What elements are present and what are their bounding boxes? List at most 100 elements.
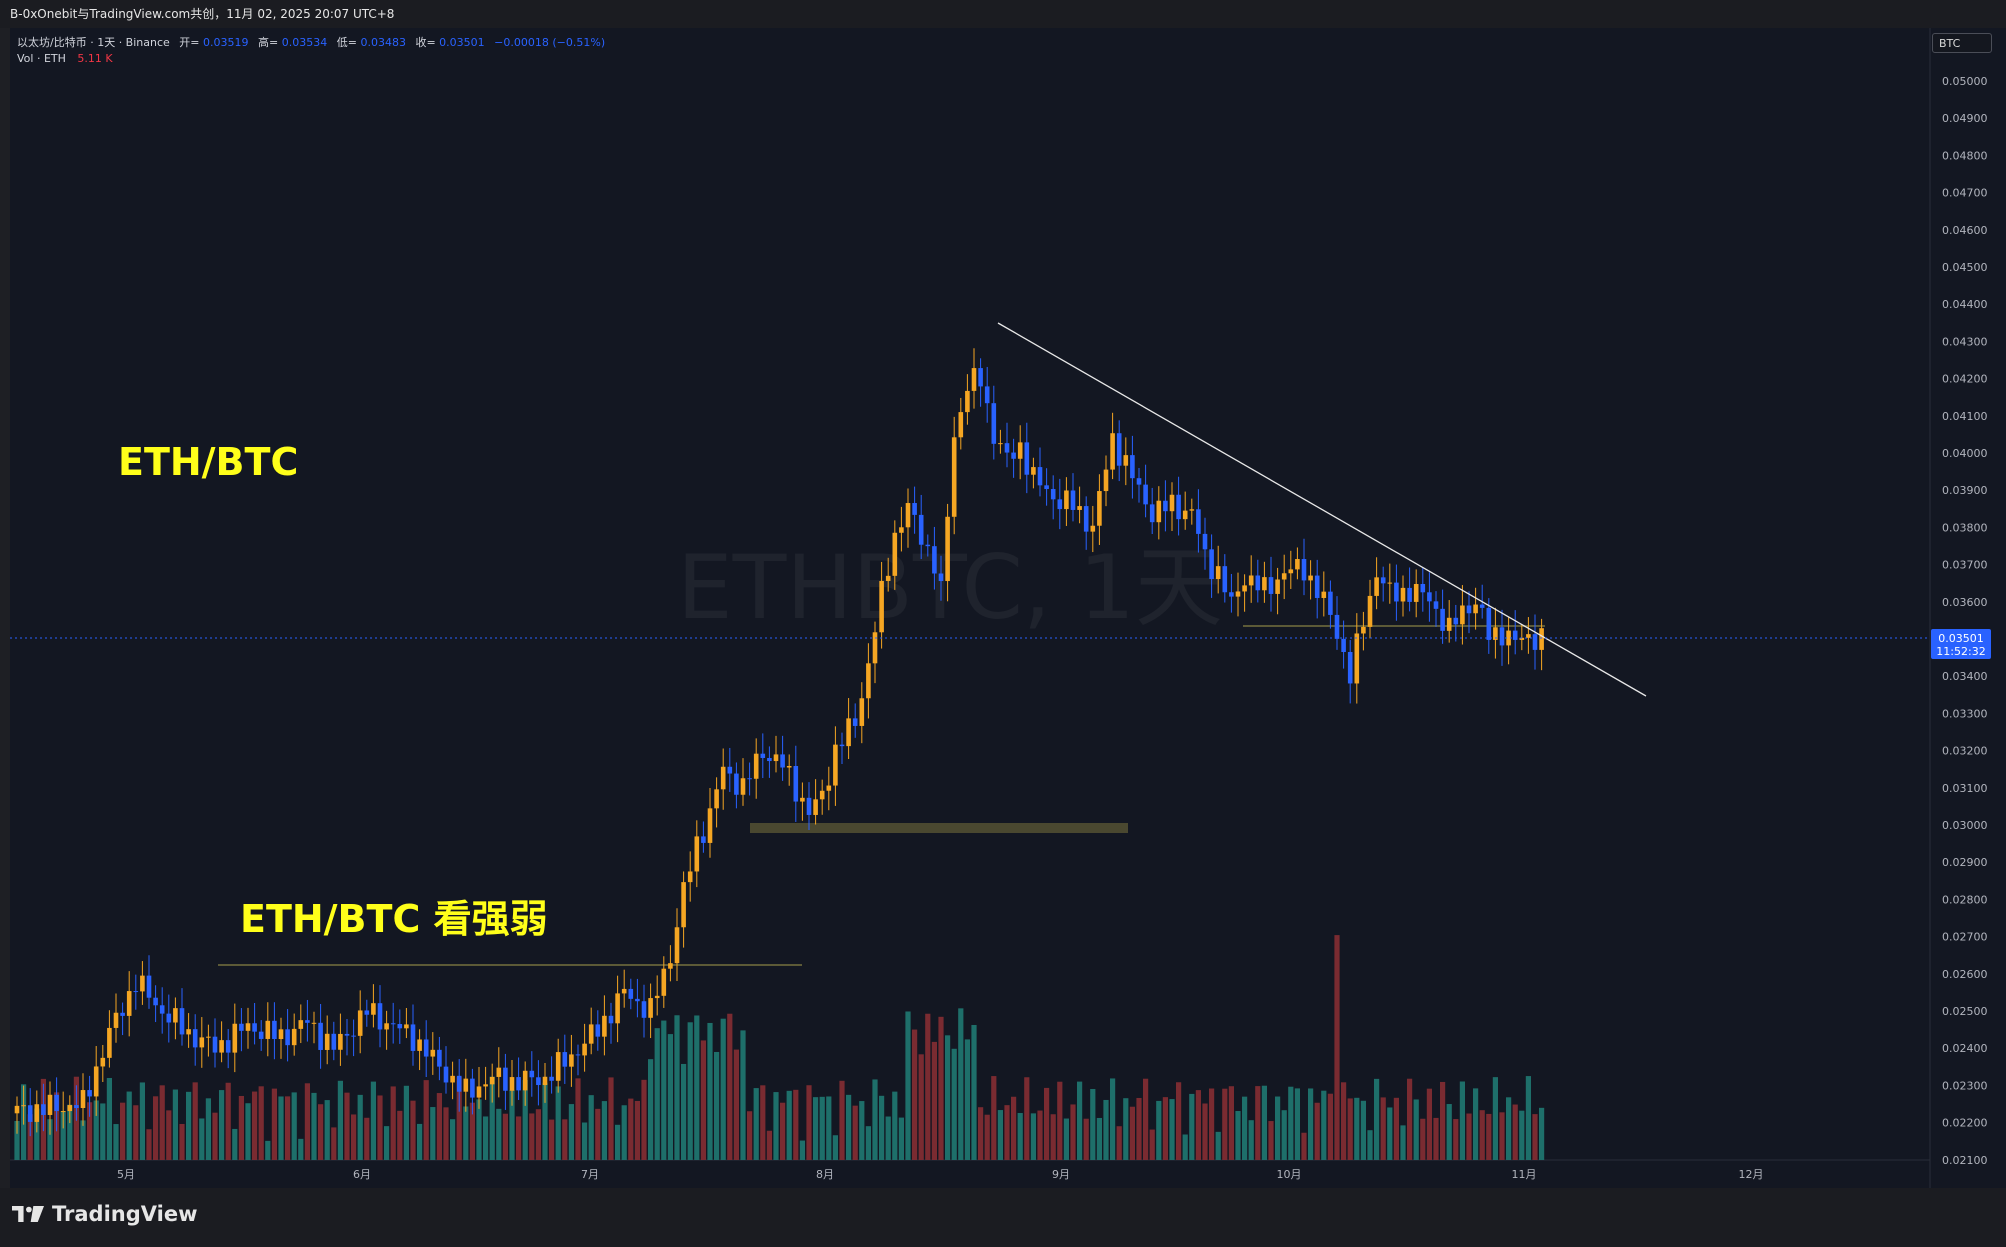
candle-body	[516, 1077, 521, 1091]
y-tick-label: 0.05000	[1942, 75, 1988, 88]
candle-body	[476, 1086, 482, 1098]
volume-bar	[1281, 1110, 1287, 1160]
candle-body	[1169, 494, 1175, 512]
candle-body	[918, 514, 924, 545]
volume-bar	[575, 1078, 581, 1160]
volume-bar	[516, 1116, 522, 1160]
candle-body	[635, 998, 640, 1002]
candle-body	[245, 1023, 251, 1031]
volume-bar	[1539, 1107, 1545, 1160]
volume-bar	[1123, 1098, 1129, 1160]
candle-body	[285, 1029, 290, 1046]
volume-bar	[80, 1120, 86, 1160]
volume-bar	[304, 1083, 310, 1160]
volume-bar	[1506, 1097, 1512, 1160]
volume-bar	[1189, 1093, 1195, 1160]
currency-badge[interactable]: BTC	[1932, 33, 1992, 53]
price-axis[interactable]	[1930, 28, 2006, 1188]
volume-bar	[1532, 1114, 1538, 1160]
candle-body	[1077, 506, 1082, 510]
candle-body	[331, 1033, 337, 1050]
volume-bar	[1222, 1088, 1228, 1160]
candle-body	[819, 790, 825, 800]
candle-body	[885, 575, 891, 581]
tradingview-logo[interactable]: TradingView	[12, 1202, 197, 1226]
candle-body	[1526, 634, 1531, 638]
candle-body	[318, 1022, 323, 1050]
volume-bar	[951, 1048, 957, 1160]
candle-body	[14, 1105, 20, 1114]
candle-body	[357, 1010, 363, 1036]
volume-bar	[463, 1106, 469, 1160]
volume-bar	[522, 1080, 528, 1160]
volume-bar	[423, 1080, 429, 1160]
volume-bar	[733, 1049, 739, 1160]
volume-bar	[1387, 1107, 1393, 1160]
volume-bar	[865, 1126, 871, 1160]
volume-bar	[1512, 1104, 1518, 1160]
candle-body	[747, 778, 752, 780]
y-tick-label: 0.02900	[1942, 856, 1988, 869]
volume-bar	[793, 1089, 799, 1160]
volume-bar	[997, 1110, 1003, 1160]
volume-bar	[278, 1096, 284, 1160]
volume-bar	[410, 1100, 416, 1160]
volume-bar	[483, 1116, 489, 1160]
candle-body	[1222, 566, 1228, 593]
candle-body	[661, 968, 667, 996]
volume-bar	[549, 1119, 555, 1160]
candle-body	[984, 386, 990, 404]
volume-bar	[265, 1140, 271, 1160]
volume-bar	[938, 1016, 944, 1160]
volume-bar	[1466, 1113, 1472, 1160]
volume-bar	[1334, 935, 1340, 1160]
volume-bar	[324, 1100, 330, 1160]
candle-body	[806, 797, 812, 815]
volume-bar	[489, 1076, 495, 1160]
volume-bar	[1110, 1078, 1116, 1160]
candle-body	[1143, 484, 1148, 505]
volume-bar	[1261, 1085, 1267, 1160]
price-chart[interactable]: ETHBTC, 1天 0.050000.049000.048000.047000…	[0, 0, 2006, 1188]
candle-body	[905, 503, 911, 528]
candle-body	[1532, 634, 1538, 650]
x-tick-labels: 5月 6月 7月 8月 9月 10月 11月 12月	[117, 1168, 1764, 1181]
candle-body	[186, 1029, 191, 1035]
candle-body	[87, 1090, 92, 1097]
volume-bar	[509, 1089, 515, 1160]
candle-body	[1189, 509, 1195, 511]
volume-bar	[1096, 1117, 1102, 1160]
volume-bar	[219, 1090, 225, 1160]
candle-body	[199, 1037, 205, 1048]
volume-bar	[146, 1129, 152, 1160]
volume-bar	[1077, 1081, 1083, 1160]
volume-bar	[971, 1024, 977, 1160]
support-zone	[750, 823, 1128, 833]
candle-body	[410, 1024, 416, 1051]
candle-body	[720, 766, 726, 790]
volume-bar	[1129, 1106, 1135, 1160]
descending-trendline[interactable]	[997, 322, 1647, 697]
volume-bar	[819, 1096, 825, 1160]
volume-bar	[964, 1039, 970, 1160]
time-axis[interactable]	[10, 1160, 1930, 1188]
candle-body	[1255, 575, 1261, 591]
candle-body	[800, 797, 805, 802]
candle-body	[615, 993, 620, 1024]
candle-body	[113, 1012, 119, 1028]
volume-bar	[628, 1098, 634, 1160]
volume-bar	[568, 1104, 574, 1160]
candle-body	[311, 1022, 317, 1024]
volume-bar	[1209, 1088, 1215, 1160]
candle-body	[641, 1001, 647, 1018]
candle-body	[1453, 617, 1459, 625]
volume-bar	[634, 1100, 640, 1160]
chart-pane[interactable]	[10, 28, 1930, 1160]
volume-bar	[67, 1104, 73, 1160]
volume-bar	[1499, 1112, 1505, 1160]
volume-bar	[1525, 1076, 1531, 1160]
legend-open-value: 0.03519	[203, 36, 249, 49]
volume-bar	[364, 1117, 370, 1160]
candle-body	[1149, 504, 1155, 523]
y-tick-label: 0.02600	[1942, 968, 1988, 981]
